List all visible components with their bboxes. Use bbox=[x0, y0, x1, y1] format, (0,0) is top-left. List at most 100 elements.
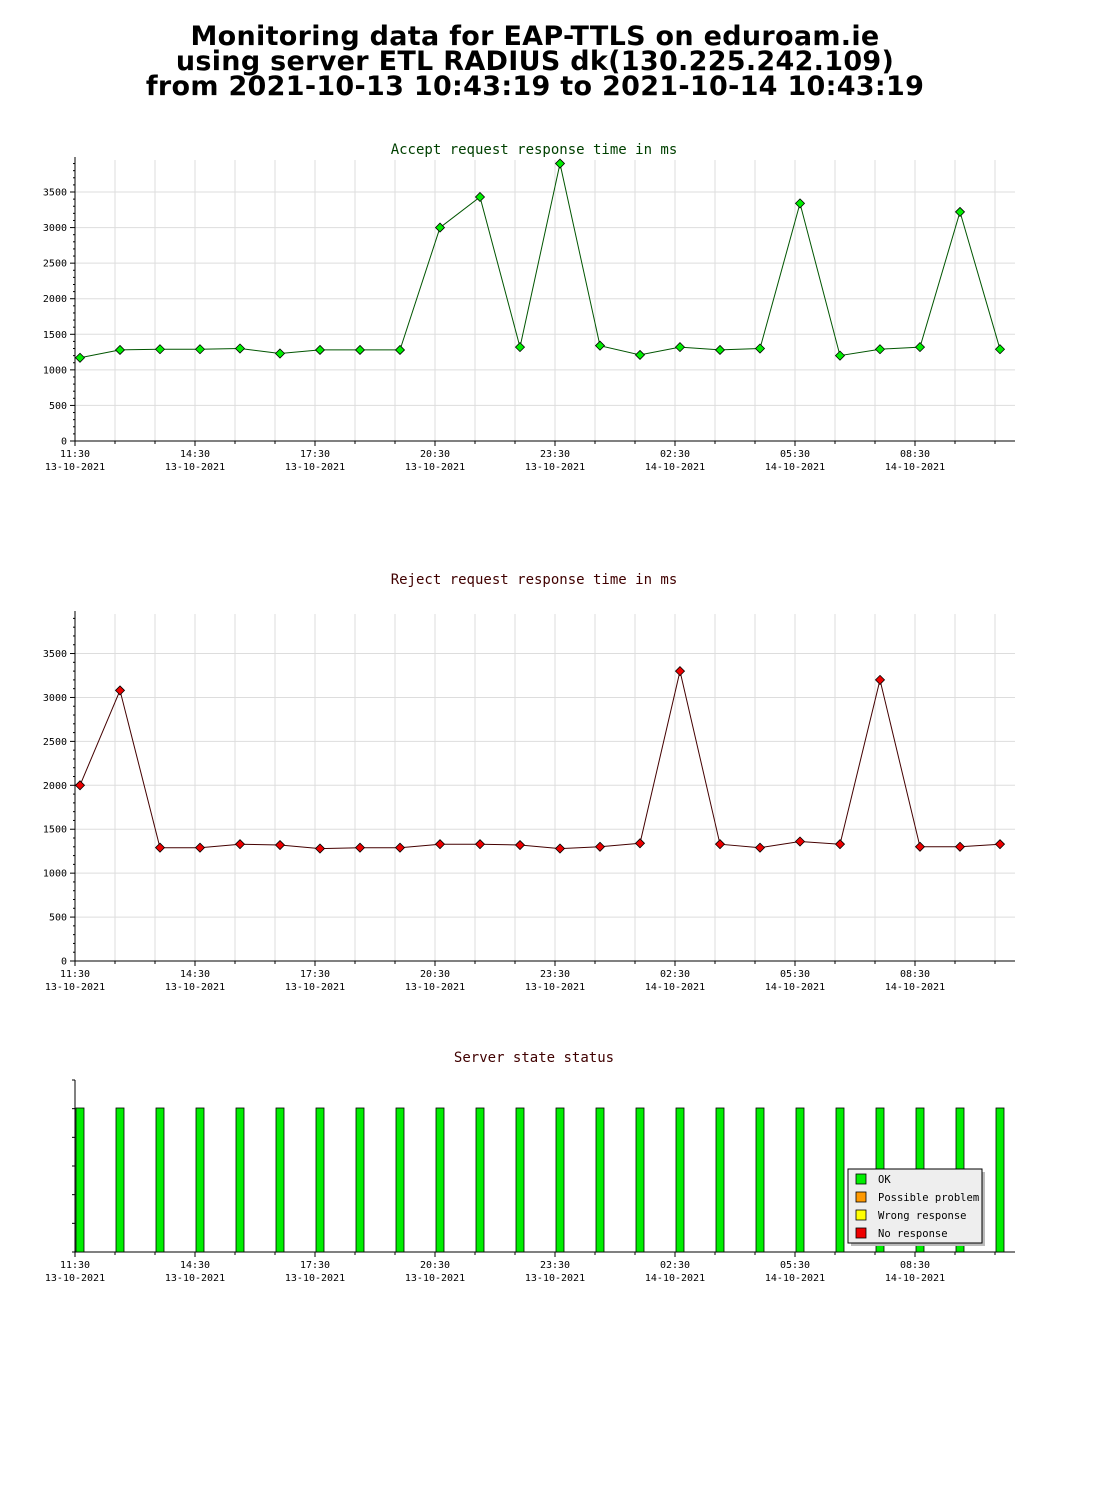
status-bar bbox=[835, 1107, 845, 1253]
x-tick-label-date: 13-10-2021 bbox=[405, 982, 465, 993]
x-tick-label-date: 14-10-2021 bbox=[645, 462, 705, 473]
status-bar bbox=[755, 1107, 765, 1253]
y-tick-label: 2500 bbox=[43, 737, 67, 748]
y-tick-label: 500 bbox=[49, 913, 67, 924]
data-point-marker bbox=[594, 340, 606, 351]
data-point-marker bbox=[794, 836, 806, 847]
data-point-marker bbox=[314, 344, 326, 356]
data-point-marker bbox=[194, 842, 206, 853]
data-point-marker bbox=[154, 842, 166, 853]
status-bar bbox=[635, 1107, 645, 1253]
data-point-marker bbox=[954, 841, 966, 852]
chart-title: Server state status bbox=[454, 1050, 614, 1066]
series-line bbox=[79, 670, 1001, 850]
x-tick-label-time: 08:30 bbox=[900, 1260, 930, 1271]
x-tick-label-date: 14-10-2021 bbox=[885, 1273, 945, 1284]
x-tick-label-date: 13-10-2021 bbox=[165, 462, 225, 473]
status-bar bbox=[555, 1107, 565, 1253]
legend-label: OK bbox=[878, 1174, 891, 1186]
x-tick-label-date: 14-10-2021 bbox=[765, 982, 825, 993]
data-point-marker bbox=[554, 158, 566, 169]
x-tick-label-date: 13-10-2021 bbox=[45, 462, 105, 473]
x-tick-label-time: 23:30 bbox=[540, 969, 570, 980]
status-bar bbox=[475, 1107, 485, 1253]
chart-title: Accept request response time in ms bbox=[391, 142, 678, 158]
legend-swatch bbox=[855, 1191, 867, 1203]
legend-label: Wrong response bbox=[878, 1210, 967, 1222]
data-point-marker bbox=[914, 841, 926, 852]
data-point-marker bbox=[434, 222, 446, 233]
data-point-marker bbox=[714, 839, 726, 850]
y-tick-label: 0 bbox=[61, 957, 67, 968]
data-point-marker bbox=[994, 344, 1006, 355]
data-point-marker bbox=[274, 348, 286, 359]
x-tick-label-time: 02:30 bbox=[660, 449, 690, 460]
y-tick-label: 3000 bbox=[43, 693, 67, 704]
legend: OK Possible problem Wrong response No respo… bbox=[847, 1168, 985, 1246]
x-tick-label-date: 14-10-2021 bbox=[885, 462, 945, 473]
data-point-marker bbox=[114, 685, 126, 696]
x-tick-label-time: 02:30 bbox=[660, 1260, 690, 1271]
x-tick-label-date: 14-10-2021 bbox=[645, 982, 705, 993]
status-bar bbox=[275, 1107, 285, 1253]
x-tick-label-time: 23:30 bbox=[540, 1260, 570, 1271]
x-tick-label-time: 05:30 bbox=[780, 1260, 810, 1271]
status-bar bbox=[75, 1107, 85, 1253]
legend-swatch bbox=[855, 1227, 867, 1239]
x-tick-label-date: 13-10-2021 bbox=[165, 982, 225, 993]
data-point-marker bbox=[994, 839, 1006, 850]
data-point-marker bbox=[474, 191, 486, 203]
y-tick-label: 3500 bbox=[43, 188, 67, 199]
x-tick-label-date: 13-10-2021 bbox=[285, 1273, 345, 1284]
data-point-marker bbox=[354, 344, 366, 356]
x-tick-label-time: 11:30 bbox=[60, 969, 90, 980]
x-tick-label-time: 23:30 bbox=[540, 449, 570, 460]
x-tick-label-time: 05:30 bbox=[780, 969, 810, 980]
title-line-3: from 2021-10-13 10:43:19 to 2021-10-14 1… bbox=[145, 71, 925, 102]
y-tick-label: 1500 bbox=[43, 330, 67, 341]
x-tick-label-date: 13-10-2021 bbox=[285, 982, 345, 993]
data-point-marker bbox=[634, 838, 646, 849]
y-tick-label: 1500 bbox=[43, 825, 67, 836]
reject-response-chart: Reject request response time in ms 0 500 10… bbox=[43, 572, 1015, 993]
legend-swatch bbox=[855, 1209, 867, 1221]
status-bar bbox=[395, 1107, 405, 1253]
x-tick-label-date: 13-10-2021 bbox=[525, 462, 585, 473]
x-tick-label-date: 13-10-2021 bbox=[405, 462, 465, 473]
x-tick-label-time: 02:30 bbox=[660, 969, 690, 980]
data-point-marker bbox=[794, 198, 806, 209]
title-line-1: Monitoring data for EAP-TTLS on eduroam.… bbox=[190, 21, 880, 52]
legend-label: No response bbox=[878, 1228, 948, 1240]
data-point-marker bbox=[154, 344, 166, 355]
y-tick-label: 1000 bbox=[43, 365, 67, 376]
status-bar bbox=[995, 1107, 1005, 1253]
x-tick-label-time: 17:30 bbox=[300, 1260, 330, 1271]
data-point-marker bbox=[274, 839, 286, 851]
x-tick-label-date: 14-10-2021 bbox=[765, 1273, 825, 1284]
y-tick-label: 500 bbox=[49, 401, 67, 412]
y-tick-label: 0 bbox=[61, 437, 67, 448]
x-tick-label-time: 20:30 bbox=[420, 969, 450, 980]
y-tick-label: 3500 bbox=[43, 649, 67, 660]
chart-title: Reject request response time in ms bbox=[391, 572, 678, 588]
data-point-marker bbox=[674, 666, 686, 677]
y-tick-label: 2500 bbox=[43, 259, 67, 270]
x-tick-label-date: 14-10-2021 bbox=[885, 982, 945, 993]
data-point-marker bbox=[394, 344, 406, 356]
series-line bbox=[79, 163, 1001, 359]
data-point-marker bbox=[74, 780, 86, 791]
y-tick-label: 2000 bbox=[43, 781, 67, 792]
status-bar bbox=[435, 1107, 445, 1253]
page-title: Monitoring data for EAP-TTLS on eduroam.… bbox=[0, 21, 1070, 102]
status-bar bbox=[155, 1107, 165, 1253]
y-tick-label: 2000 bbox=[43, 294, 67, 305]
data-point-marker bbox=[634, 349, 646, 360]
x-tick-label-time: 20:30 bbox=[420, 1260, 450, 1271]
x-tick-label-date: 13-10-2021 bbox=[525, 982, 585, 993]
status-bar bbox=[115, 1107, 125, 1253]
data-point-marker bbox=[474, 839, 486, 850]
title-line-2: using server ETL RADIUS dk(130.225.242.1… bbox=[175, 46, 895, 77]
data-point-marker bbox=[434, 839, 446, 850]
server-status-chart: Server state status 11:30 13-10-2021 14:30 1… bbox=[45, 1050, 1015, 1284]
